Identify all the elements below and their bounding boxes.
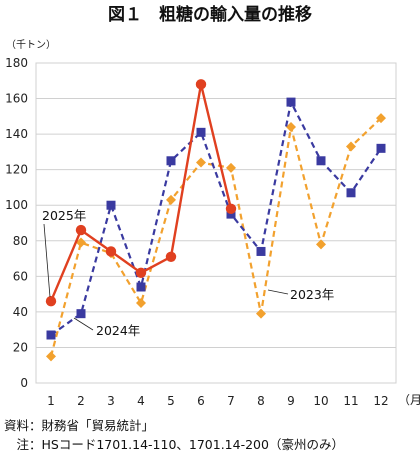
label-2025: 2025年: [42, 208, 86, 223]
y-tick-label: 80: [13, 234, 28, 248]
data-point: [75, 224, 87, 236]
data-point: [195, 79, 207, 90]
y-tick-label: 180: [5, 56, 28, 70]
y-tick-label: 100: [5, 198, 28, 212]
x-axis-unit: （月）: [398, 393, 420, 407]
y-axis-ticks: 0 20 40 60 80 100 120 140 160 180: [5, 56, 28, 390]
series-1: [46, 97, 386, 340]
data-point: [346, 188, 356, 198]
label-2024: 2024年: [96, 323, 140, 338]
x-axis-ticks: 1 2 3 4 5 6 7 8 9 10 11 12: [47, 394, 388, 408]
series-line: [50, 100, 382, 336]
x-tick-label: 6: [197, 394, 205, 408]
label-2023: 2023年: [290, 287, 334, 302]
series-2: [45, 79, 237, 307]
leader-2024: [73, 317, 94, 331]
data-point: [106, 200, 116, 210]
annotations: 2025年 2024年 2023年: [42, 208, 334, 338]
leader-2025: [43, 223, 51, 298]
data-point: [225, 203, 237, 214]
data-point: [165, 251, 177, 262]
data-point: [226, 162, 236, 173]
data-point: [135, 267, 147, 278]
data-point: [256, 308, 266, 319]
x-tick-label: 11: [343, 394, 358, 408]
data-point: [196, 157, 206, 168]
data-point: [46, 330, 56, 340]
data-point: [45, 296, 57, 307]
y-axis-unit: （千トン）: [6, 39, 56, 51]
data-point: [286, 122, 296, 132]
x-tick-label: 2: [77, 394, 85, 408]
data-point: [376, 143, 386, 153]
y-tick-label: 160: [5, 92, 28, 106]
footnote: 注：HSコード1701.14-110、1701.14-200（豪州のみ）: [4, 437, 344, 452]
data-point: [316, 239, 326, 250]
data-point: [226, 209, 236, 219]
data-point: [105, 246, 117, 257]
x-tick-label: 1: [47, 394, 55, 408]
data-point: [76, 237, 86, 248]
y-tick-label: 120: [5, 163, 28, 177]
chart-title: 図１ 粗糖の輸入量の推移: [108, 4, 312, 25]
data-point: [316, 156, 326, 166]
data-point: [46, 351, 56, 362]
x-tick-label: 8: [257, 394, 265, 408]
x-tick-label: 4: [137, 394, 145, 408]
data-point: [166, 156, 176, 166]
data-point: [76, 309, 86, 319]
y-tick-label: 40: [13, 305, 28, 319]
y-tick-label: 60: [13, 269, 28, 283]
data-point: [196, 127, 206, 137]
y-tick-label: 20: [13, 340, 28, 354]
data-point: [376, 113, 386, 124]
y-tick-label: 140: [5, 127, 28, 141]
y-tick-label: 0: [20, 376, 28, 390]
x-tick-label: 10: [313, 394, 328, 408]
x-tick-label: 7: [227, 394, 235, 408]
data-point: [346, 141, 356, 152]
leader-2023: [267, 289, 289, 295]
source-note: 資料：財務省「貿易統計」: [4, 418, 155, 433]
x-tick-label: 3: [107, 394, 115, 408]
data-point: [256, 246, 266, 256]
x-tick-label: 5: [167, 394, 175, 408]
series-group: [45, 79, 386, 362]
data-point: [136, 282, 146, 292]
data-point: [166, 194, 176, 205]
data-point: [286, 97, 296, 107]
data-point: [136, 298, 146, 308]
x-tick-label: 12: [373, 394, 388, 408]
plot-area: [35, 62, 397, 384]
x-tick-label: 9: [287, 394, 295, 408]
